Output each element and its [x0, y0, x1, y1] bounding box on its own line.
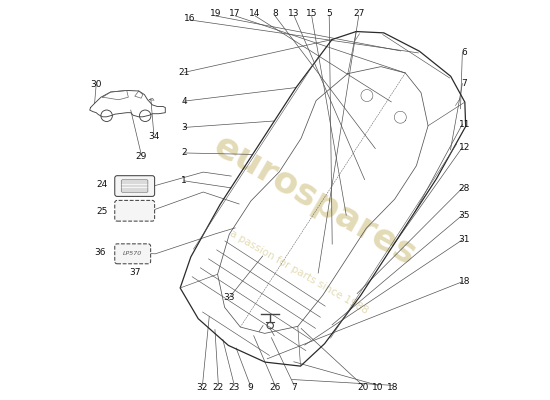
Text: 11: 11	[459, 120, 470, 129]
Text: 28: 28	[459, 184, 470, 192]
Text: 6: 6	[461, 48, 467, 57]
Text: 34: 34	[148, 132, 160, 141]
Text: 30: 30	[91, 80, 102, 89]
Text: LP570: LP570	[123, 251, 142, 256]
Text: 36: 36	[95, 248, 106, 257]
Text: 13: 13	[288, 9, 300, 18]
Text: 3: 3	[182, 123, 187, 132]
Text: 9: 9	[248, 383, 253, 392]
Text: 35: 35	[459, 211, 470, 220]
Text: 29: 29	[136, 152, 147, 162]
Text: 16: 16	[184, 14, 195, 23]
Text: 17: 17	[229, 9, 241, 18]
Text: 20: 20	[357, 383, 368, 392]
Text: 15: 15	[306, 9, 317, 18]
Text: 2: 2	[182, 148, 187, 158]
Text: 22: 22	[213, 383, 224, 392]
Text: 19: 19	[210, 9, 221, 18]
FancyBboxPatch shape	[115, 176, 155, 196]
Text: eurospares: eurospares	[207, 128, 422, 272]
Text: 12: 12	[459, 143, 470, 152]
FancyBboxPatch shape	[115, 244, 151, 264]
Text: 18: 18	[387, 383, 399, 392]
Text: 24: 24	[96, 180, 107, 189]
Text: a passion for parts since 1988: a passion for parts since 1988	[228, 228, 370, 316]
Text: 18: 18	[459, 277, 470, 286]
Text: 14: 14	[249, 9, 261, 18]
Text: 26: 26	[270, 383, 280, 392]
Text: 27: 27	[353, 9, 365, 18]
Text: 37: 37	[129, 268, 140, 277]
FancyBboxPatch shape	[115, 200, 155, 221]
Text: 8: 8	[272, 9, 278, 18]
Text: 5: 5	[326, 9, 332, 18]
Text: 23: 23	[229, 383, 240, 392]
Text: 31: 31	[459, 235, 470, 244]
Text: 7: 7	[292, 383, 297, 392]
Text: 33: 33	[223, 293, 235, 302]
Text: 1: 1	[182, 176, 187, 185]
Text: 21: 21	[178, 68, 190, 77]
Text: 4: 4	[182, 97, 187, 106]
Text: 7: 7	[461, 79, 467, 88]
Text: 32: 32	[197, 383, 208, 392]
Text: 25: 25	[96, 207, 107, 216]
Text: 10: 10	[372, 383, 383, 392]
